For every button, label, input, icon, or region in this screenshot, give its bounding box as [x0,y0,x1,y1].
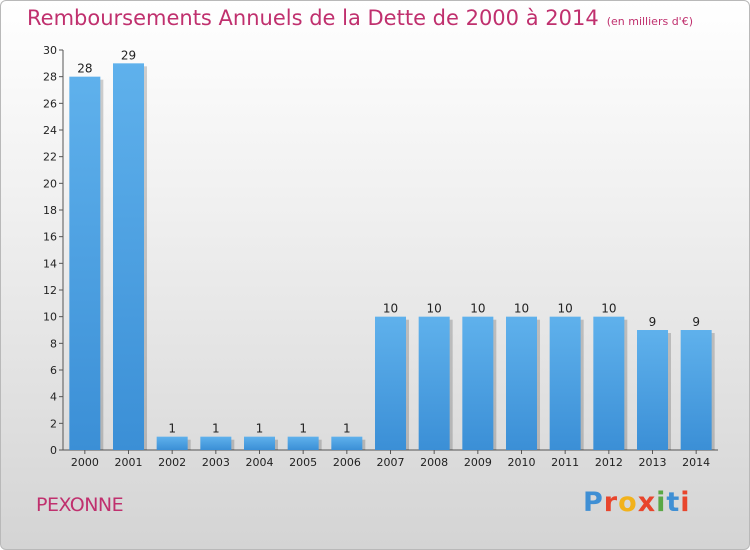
logo-letter: P [583,487,604,518]
x-tick-label: 2008 [420,456,448,469]
chart-title-unit: (en milliers d'€) [606,15,693,28]
bar [549,316,581,450]
x-tick-label: 2013 [639,456,667,469]
data-label: 1 [168,422,176,436]
y-tick-label: 8 [50,337,57,350]
x-tick-label: 2014 [682,456,710,469]
data-label: 10 [601,302,616,316]
bar [637,330,668,450]
y-tick-label: 30 [43,44,57,57]
data-label: 1 [212,422,220,436]
y-tick-label: 28 [43,71,57,84]
data-label: 10 [558,302,573,316]
logo-letter: i [656,487,667,518]
x-tick-label: 2011 [551,456,579,469]
y-tick-label: 6 [50,364,57,377]
x-tick-label: 2010 [508,456,536,469]
bar [244,436,275,450]
data-label: 29 [121,48,136,62]
y-tick-label: 14 [43,257,57,270]
data-label: 1 [343,422,351,436]
x-tick-label: 2009 [464,456,492,469]
y-tick-label: 18 [43,204,57,217]
x-tick-label: 2006 [333,456,361,469]
logo-letter: t [666,487,681,518]
data-label: 10 [514,302,529,316]
bar [375,316,406,450]
x-tick-label: 2007 [377,456,405,469]
chart-title-text: Remboursements Annuels de la Dette de 20… [27,6,599,30]
bar [462,316,494,450]
y-tick-label: 4 [50,391,57,404]
x-tick-label: 2003 [202,456,230,469]
data-label: 10 [427,302,442,316]
y-tick-label: 20 [43,177,57,190]
x-tick-label: 2012 [595,456,623,469]
bar [69,76,101,451]
chart-title: Remboursements Annuels de la Dette de 20… [27,6,693,30]
data-label: 9 [692,315,700,329]
y-tick-label: 0 [50,444,57,457]
data-label: 1 [256,422,264,436]
logo-letter: r [603,487,619,518]
y-tick-label: 2 [50,417,57,430]
y-tick-label: 12 [43,284,57,297]
data-label: 1 [299,422,307,436]
logo-letter: i [680,487,691,518]
proxiti-logo: Proxiti [583,487,691,518]
bar [200,436,232,450]
bar [156,436,188,450]
bar [113,63,144,450]
bar [331,436,363,450]
bar [593,316,625,450]
data-label: 10 [383,302,398,316]
data-label: 28 [77,62,92,76]
bar [418,316,450,450]
y-tick-label: 16 [43,231,57,244]
x-tick-label: 2001 [115,456,143,469]
data-label: 9 [649,315,657,329]
bar [506,316,537,450]
x-tick-label: 2005 [289,456,317,469]
bar [680,330,712,450]
x-tick-label: 2004 [246,456,274,469]
y-tick-label: 26 [43,97,57,110]
bar [287,436,319,450]
data-label: 10 [470,302,485,316]
y-tick-label: 24 [43,124,57,137]
x-tick-label: 2002 [158,456,186,469]
y-tick-label: 22 [43,151,57,164]
place-name: PEXONNE [36,494,124,516]
logo-letter: x [637,487,657,518]
logo-letter: o [618,487,638,518]
y-tick-label: 10 [43,311,57,324]
x-tick-label: 2000 [71,456,99,469]
